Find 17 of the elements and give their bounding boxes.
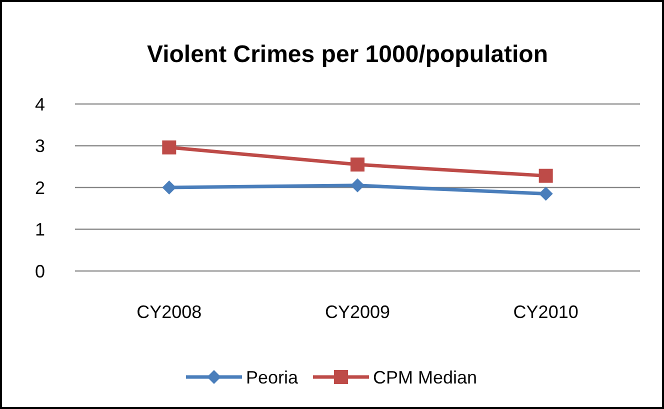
- legend-label: CPM Median: [373, 367, 478, 388]
- point: [350, 158, 364, 172]
- chart-title: Violent Crimes per 1000/population: [147, 41, 548, 68]
- legend-label: Peoria: [246, 367, 300, 388]
- point: [162, 140, 176, 154]
- y-tick-label: 1: [34, 220, 45, 240]
- point: [350, 178, 364, 192]
- y-tick-label: 4: [34, 94, 45, 114]
- point: [162, 180, 176, 194]
- x-tick-label: CY2009: [324, 302, 390, 322]
- x-tick-label: CY2010: [513, 302, 578, 322]
- y-tick-label: 0: [34, 261, 45, 282]
- point: [538, 186, 553, 201]
- x-tick-label: CY2008: [136, 302, 202, 322]
- y-tick-label: 3: [34, 136, 45, 156]
- point: [538, 168, 553, 183]
- y-tick-label: 2: [34, 178, 45, 198]
